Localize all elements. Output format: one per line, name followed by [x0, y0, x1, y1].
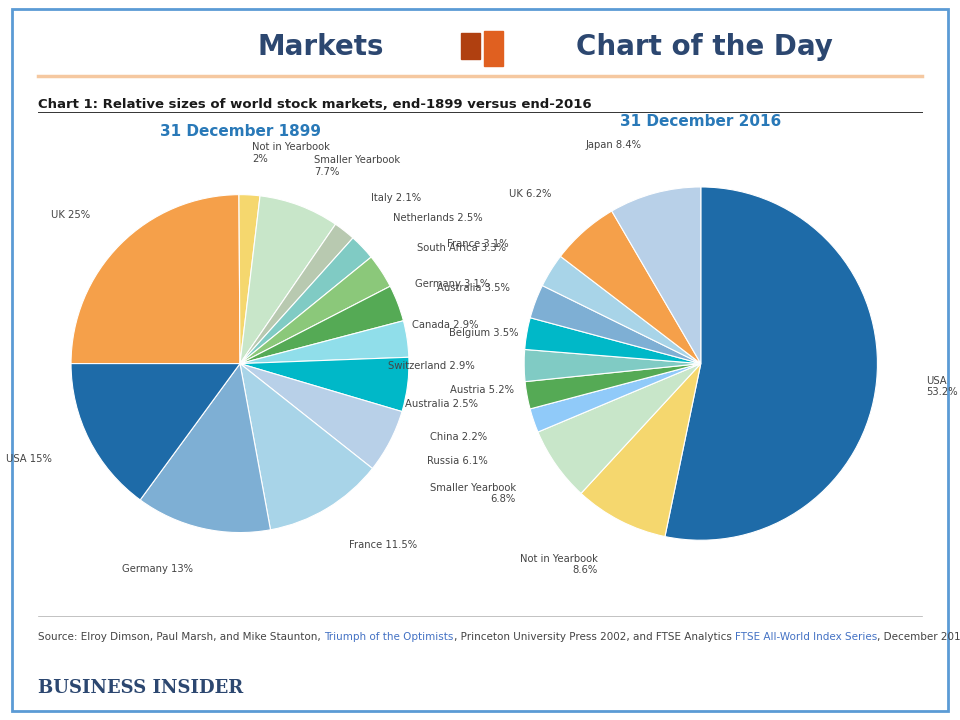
- Wedge shape: [612, 187, 701, 364]
- Text: UK 6.2%: UK 6.2%: [509, 189, 551, 199]
- Wedge shape: [581, 364, 701, 536]
- Text: UK 25%: UK 25%: [51, 210, 90, 220]
- Text: Triumph of the Optimists: Triumph of the Optimists: [324, 632, 454, 642]
- Wedge shape: [239, 194, 260, 364]
- Wedge shape: [240, 224, 353, 364]
- Text: Japan 8.4%: Japan 8.4%: [586, 140, 642, 150]
- Text: Italy 2.1%: Italy 2.1%: [371, 192, 420, 202]
- Wedge shape: [530, 364, 701, 432]
- Wedge shape: [240, 238, 372, 364]
- Text: , Princeton University Press 2002, and FTSE Analytics: , Princeton University Press 2002, and F…: [454, 632, 735, 642]
- Text: Smaller Yearbook
7.7%: Smaller Yearbook 7.7%: [314, 155, 400, 176]
- Bar: [461, 33, 480, 59]
- Bar: [484, 31, 503, 66]
- Text: Netherlands 2.5%: Netherlands 2.5%: [393, 213, 483, 223]
- Text: Germany 3.1%: Germany 3.1%: [415, 279, 490, 289]
- Wedge shape: [71, 194, 240, 364]
- Wedge shape: [240, 364, 402, 469]
- Wedge shape: [240, 287, 403, 364]
- Text: France 11.5%: France 11.5%: [348, 539, 417, 549]
- Text: Smaller Yearbook
6.8%: Smaller Yearbook 6.8%: [429, 482, 516, 504]
- Text: Australia 3.5%: Australia 3.5%: [437, 283, 510, 293]
- Wedge shape: [240, 364, 372, 530]
- Wedge shape: [525, 318, 701, 364]
- Wedge shape: [71, 364, 240, 500]
- Text: Canada 2.9%: Canada 2.9%: [412, 320, 478, 330]
- Text: China 2.2%: China 2.2%: [430, 431, 487, 441]
- Text: Not in Yearbook
2%: Not in Yearbook 2%: [252, 142, 330, 163]
- Wedge shape: [240, 196, 335, 364]
- Text: Not in Yearbook
8.6%: Not in Yearbook 8.6%: [519, 554, 597, 575]
- Text: Chart of the Day: Chart of the Day: [576, 33, 833, 60]
- Text: Switzerland 2.9%: Switzerland 2.9%: [388, 361, 474, 371]
- Text: , December 2016.: , December 2016.: [877, 632, 960, 642]
- Wedge shape: [140, 364, 271, 533]
- Text: Markets: Markets: [257, 33, 384, 60]
- Wedge shape: [525, 364, 701, 409]
- Wedge shape: [240, 257, 390, 364]
- Text: Australia 2.5%: Australia 2.5%: [405, 400, 478, 409]
- Wedge shape: [561, 211, 701, 364]
- Text: Source: Elroy Dimson, Paul Marsh, and Mike Staunton,: Source: Elroy Dimson, Paul Marsh, and Mi…: [38, 632, 324, 642]
- Text: South Africa 3.3%: South Africa 3.3%: [417, 243, 506, 253]
- Text: Chart 1: Relative sizes of world stock markets, end-1899 versus end-2016: Chart 1: Relative sizes of world stock m…: [38, 98, 592, 111]
- Wedge shape: [524, 349, 701, 382]
- Text: FTSE All-World Index Series: FTSE All-World Index Series: [735, 632, 877, 642]
- Text: Belgium 3.5%: Belgium 3.5%: [449, 328, 518, 338]
- Text: France 3.1%: France 3.1%: [447, 240, 509, 249]
- Text: Russia 6.1%: Russia 6.1%: [427, 456, 489, 466]
- Text: USA
53.2%: USA 53.2%: [925, 376, 957, 397]
- Wedge shape: [538, 364, 701, 493]
- Wedge shape: [542, 256, 701, 364]
- Title: 31 December 2016: 31 December 2016: [620, 114, 781, 129]
- Text: Austria 5.2%: Austria 5.2%: [449, 385, 514, 395]
- Wedge shape: [240, 320, 409, 364]
- Wedge shape: [240, 357, 409, 412]
- Title: 31 December 1899: 31 December 1899: [159, 124, 321, 139]
- Text: Germany 13%: Germany 13%: [122, 564, 193, 575]
- Text: USA 15%: USA 15%: [6, 454, 52, 464]
- Text: BUSINESS INSIDER: BUSINESS INSIDER: [38, 678, 244, 697]
- Wedge shape: [665, 187, 877, 540]
- Wedge shape: [530, 286, 701, 364]
